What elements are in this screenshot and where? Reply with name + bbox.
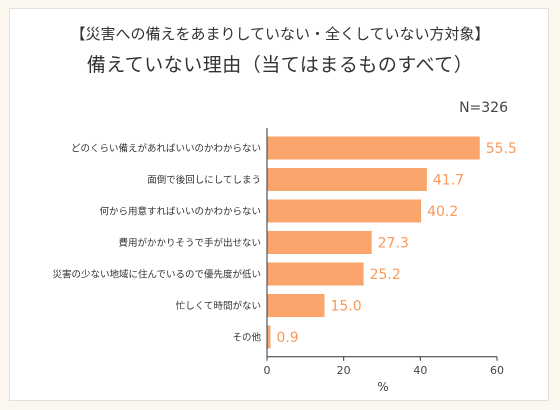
- category-label: 災害の少ない地域に住んでいるので優先度が低い: [52, 269, 261, 281]
- bar: [267, 199, 422, 223]
- bar: [267, 168, 427, 191]
- x-tick-label: 40: [413, 364, 427, 377]
- bar: [267, 294, 325, 317]
- x-tick-label: 20: [337, 364, 351, 377]
- value-label: 25.2: [370, 267, 401, 283]
- category-label: 面倒で後回しにしてしまう: [147, 174, 261, 186]
- value-label: 0.9: [276, 330, 298, 346]
- sample-size-label: N=326: [459, 100, 508, 116]
- chart-title-line1: 【災害への備えをあまりしていない・全くしていない方対象】: [70, 25, 490, 43]
- x-tick-label: 60: [490, 364, 504, 377]
- x-axis-title: %: [377, 380, 388, 394]
- category-label: どのくらい備えがあればいいのかわからない: [71, 143, 261, 155]
- bars-group: どのくらい備えがあればいいのかわからない 55.5 面倒で後回しにしてしまう 41.7…: [52, 136, 517, 349]
- value-label: 41.7: [433, 173, 464, 189]
- category-label: 忙しくて時間がない: [176, 300, 261, 312]
- category-label: 費用がかかりそうで手が出せない: [118, 237, 261, 249]
- bar: [267, 262, 364, 286]
- value-label: 40.2: [427, 204, 458, 220]
- bar: [267, 325, 271, 349]
- bar: [267, 136, 480, 160]
- x-axis: 0 20 40 60%: [264, 128, 504, 394]
- value-label: 15.0: [331, 299, 362, 315]
- chart-title-line2: 備えていない理由（当てはまるものすべて）: [86, 54, 474, 76]
- x-tick-label: 0: [264, 364, 271, 377]
- value-label: 55.5: [486, 141, 517, 157]
- category-label: その他: [232, 332, 261, 344]
- category-label: 何から用意すればいいのかわからない: [99, 206, 261, 218]
- value-label: 27.3: [378, 236, 409, 252]
- bar: [267, 231, 372, 254]
